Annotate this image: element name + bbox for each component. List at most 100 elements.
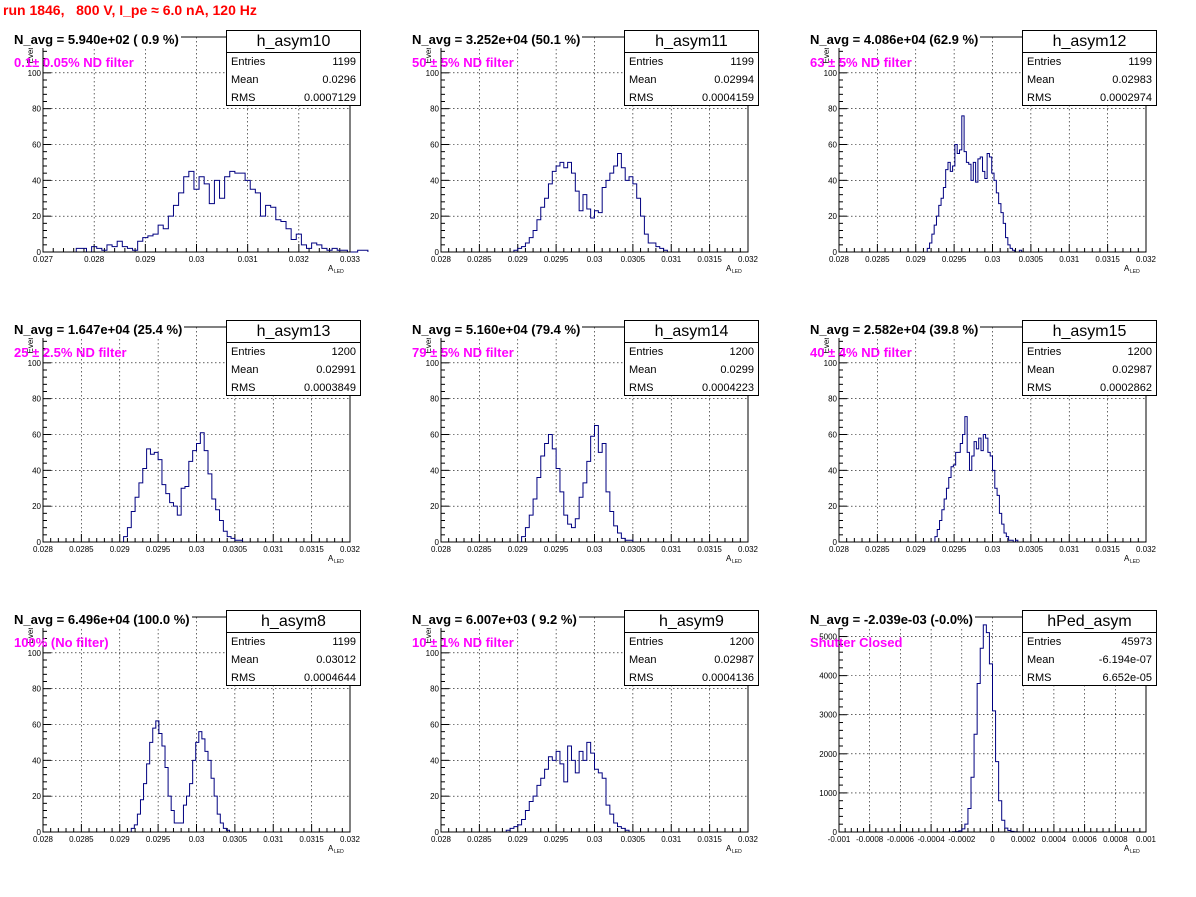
x-tick-label: 0.0008 xyxy=(1103,835,1128,844)
stats-label-mean: Mean xyxy=(231,364,259,376)
y-tick-label: 100 xyxy=(28,359,42,368)
x-axis-title-subscript: LED xyxy=(1130,269,1140,275)
x-tick-label: 0.0315 xyxy=(697,835,722,844)
x-tick-label: 0.03 xyxy=(587,545,603,554)
x-tick-label: 0.03 xyxy=(189,545,205,554)
stats-value-rms: 0.0003849 xyxy=(304,382,356,394)
histogram-plot: 0.028 0.0285 0.029 0.0295 0.03 0.0305 0.031 0.0… xyxy=(424,33,759,275)
stats-label-rms: RMS xyxy=(231,672,256,684)
histogram-panel-h_asym10: 0.027 0.028 0.029 0.03 0.031 0.032 0.033 0 20 40 6… xyxy=(0,27,398,317)
x-tick-label: 0.027 xyxy=(33,255,54,264)
y-axis-title: Events xyxy=(424,39,433,63)
x-tick-label: 0.028 xyxy=(84,255,105,264)
stats-row-mean: Mean 0.0296 xyxy=(227,71,360,89)
y-tick-label: 2000 xyxy=(819,750,837,759)
stats-label-entries: Entries xyxy=(231,56,266,68)
stats-value-rms: 0.0004223 xyxy=(702,382,754,394)
histogram-panel-h_asym12: 0.028 0.0285 0.029 0.0295 0.03 0.0305 0.031 0.0… xyxy=(796,27,1194,317)
y-tick-label: 5000 xyxy=(819,633,837,642)
x-tick-label: 0.0285 xyxy=(865,545,890,554)
stats-value-rms: 0.0002974 xyxy=(1100,92,1152,104)
x-tick-label: 0.0004 xyxy=(1042,835,1067,844)
histogram-name: h_asym11 xyxy=(625,31,758,53)
stats-row-rms: RMS 0.0004136 xyxy=(625,669,758,687)
x-tick-label: 0.028 xyxy=(431,255,452,264)
stats-row-entries: Entries 1200 xyxy=(1023,343,1156,361)
histogram-plot: 0.028 0.0285 0.029 0.0295 0.03 0.0305 0.031 0.0… xyxy=(26,323,361,565)
y-tick-label: 40 xyxy=(430,756,439,765)
histogram-name: h_asym9 xyxy=(625,611,758,633)
stats-row-entries: Entries 1199 xyxy=(1023,53,1156,71)
x-axis-title-subscript: LED xyxy=(732,559,742,565)
x-axis-title: A xyxy=(1124,264,1130,273)
x-tick-label: -0.0006 xyxy=(887,835,915,844)
x-axis-title-subscript: LED xyxy=(334,559,344,565)
x-axis-title: A xyxy=(328,554,334,563)
x-tick-label: 0.0285 xyxy=(467,255,492,264)
x-tick-label: 0.029 xyxy=(906,545,927,554)
x-tick-label: 0.0295 xyxy=(942,255,967,264)
stats-value-rms: 0.0002862 xyxy=(1100,382,1152,394)
stats-label-entries: Entries xyxy=(231,346,266,358)
stats-value-mean: 0.03012 xyxy=(316,654,356,666)
histogram-plot: 0.028 0.0285 0.029 0.0295 0.03 0.0305 0.031 0.0… xyxy=(424,613,759,855)
x-tick-label: 0.031 xyxy=(661,835,682,844)
x-tick-label: 0.0305 xyxy=(223,835,248,844)
stats-label-rms: RMS xyxy=(629,92,654,104)
y-tick-label: 60 xyxy=(32,141,41,150)
x-tick-label: 0.028 xyxy=(829,255,850,264)
histogram-plot: 0.028 0.0285 0.029 0.0295 0.03 0.0305 0.031 0.0… xyxy=(424,323,759,565)
stats-value-mean: 0.0296 xyxy=(322,74,356,86)
stats-value-mean: 0.02994 xyxy=(714,74,754,86)
x-tick-label: 0.029 xyxy=(508,545,529,554)
y-tick-label: 100 xyxy=(28,69,42,78)
x-tick-label: 0.029 xyxy=(110,835,131,844)
stats-row-rms: RMS 6.652e-05 xyxy=(1023,669,1156,687)
stats-row-entries: Entries 1200 xyxy=(625,633,758,651)
x-tick-label: 0.032 xyxy=(738,255,759,264)
x-axis-title: A xyxy=(328,844,334,853)
y-tick-label: 0 xyxy=(37,828,42,837)
y-tick-label: 40 xyxy=(32,176,41,185)
x-tick-label: 0.0295 xyxy=(544,255,569,264)
x-tick-label: 0.0285 xyxy=(467,835,492,844)
stats-label-mean: Mean xyxy=(231,654,259,666)
stats-value-entries: 45973 xyxy=(1121,636,1152,648)
stats-row-entries: Entries 45973 xyxy=(1023,633,1156,651)
y-tick-label: 60 xyxy=(430,721,439,730)
y-tick-label: 100 xyxy=(824,359,838,368)
y-tick-label: 20 xyxy=(32,792,41,801)
y-tick-label: 60 xyxy=(828,141,837,150)
x-axis-title: A xyxy=(1124,844,1130,853)
x-tick-label: 0.0002 xyxy=(1011,835,1036,844)
x-tick-label: -0.0008 xyxy=(856,835,884,844)
stats-row-entries: Entries 1200 xyxy=(227,343,360,361)
stats-row-mean: Mean 0.02991 xyxy=(227,361,360,379)
histogram-series xyxy=(521,425,634,542)
stats-label-entries: Entries xyxy=(629,56,664,68)
filter-annotation: 0.1± 0.05% ND filter xyxy=(14,55,134,70)
stats-row-rms: RMS 0.0002862 xyxy=(1023,379,1156,397)
filter-annotation: 100% (No filter) xyxy=(14,635,109,650)
y-tick-label: 60 xyxy=(32,721,41,730)
histogram-name: h_asym12 xyxy=(1023,31,1156,53)
x-axis-title-subscript: LED xyxy=(732,269,742,275)
x-tick-label: 0.031 xyxy=(661,255,682,264)
stats-value-mean: 0.02987 xyxy=(1112,364,1152,376)
x-tick-label: 0.0285 xyxy=(467,545,492,554)
filter-annotation: 25 ± 2.5% ND filter xyxy=(14,345,127,360)
stats-label-entries: Entries xyxy=(629,346,664,358)
x-tick-label: 0.029 xyxy=(508,835,529,844)
n-avg-label: N_avg = 1.647e+04 (25.4 %) xyxy=(12,322,185,338)
histogram-name: h_asym15 xyxy=(1023,321,1156,343)
stats-value-mean: 0.0299 xyxy=(720,364,754,376)
y-tick-label: 40 xyxy=(430,176,439,185)
stats-label-mean: Mean xyxy=(1027,364,1055,376)
x-tick-label: 0.0315 xyxy=(299,545,324,554)
histogram-series xyxy=(75,170,369,253)
filter-annotation: 79 ± 5% ND filter xyxy=(412,345,514,360)
y-axis-title: Events xyxy=(26,329,35,353)
x-tick-label: 0.0295 xyxy=(942,545,967,554)
axis-ticks xyxy=(838,326,1147,543)
stats-value-entries: 1200 xyxy=(1127,346,1152,358)
